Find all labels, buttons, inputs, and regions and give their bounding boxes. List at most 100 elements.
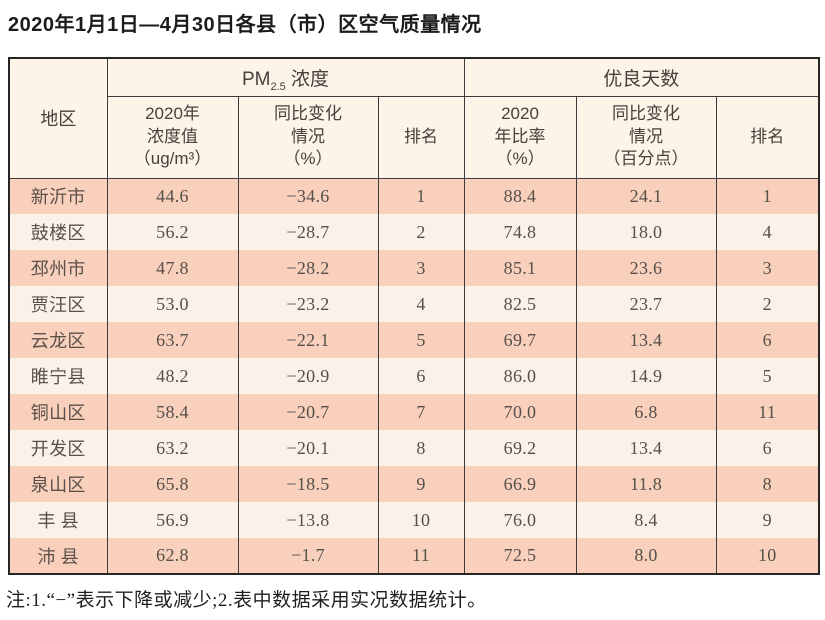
region-name: 鼓楼区 [8,214,108,250]
pm-change: −18.5 [237,466,379,502]
gd-change: 8.4 [575,502,717,538]
pm-rank: 8 [377,430,465,466]
pm-value: 44.6 [106,178,239,214]
gd-rate: 69.2 [463,430,577,466]
pm-value: 63.7 [106,322,239,358]
pm-value: 47.8 [106,250,239,286]
gd-change: 23.6 [575,250,717,286]
gd-rate: 85.1 [463,250,577,286]
gd-rate: 74.8 [463,214,577,250]
region-name: 新沂市 [8,178,108,214]
table-row: 鼓楼区 56.2 −28.7 2 74.8 18.0 4 [8,214,820,250]
gd-rate: 69.7 [463,322,577,358]
gd-rate: 82.5 [463,286,577,322]
gd-rank: 5 [715,358,820,394]
gd-change: 13.4 [575,322,717,358]
gd-rate: 88.4 [463,178,577,214]
col-header-pm-change: 同比变化 情况 （%） [237,96,379,179]
region-name: 开发区 [8,430,108,466]
region-name: 云龙区 [8,322,108,358]
pm-change: −23.2 [237,286,379,322]
pm-value: 63.2 [106,430,239,466]
table-row: 铜山区 58.4 −20.7 7 70.0 6.8 11 [8,394,820,430]
region-name: 睢宁县 [8,358,108,394]
gd-rank: 4 [715,214,820,250]
pm-rank: 6 [377,358,465,394]
table-row: 新沂市 44.6 −34.6 1 88.4 24.1 1 [8,178,820,214]
table-row: 邳州市 47.8 −28.2 3 85.1 23.6 3 [8,250,820,286]
pm-rank: 4 [377,286,465,322]
pm-rank: 9 [377,466,465,502]
region-name: 沛 县 [8,538,108,574]
header-sub-row: 2020年 浓度值 （ug/m³） 同比变化 情况 （%） 排名 2020 年比… [9,96,820,179]
pm-rank: 5 [377,322,465,358]
pm-change: −28.2 [237,250,379,286]
gd-rate: 70.0 [463,394,577,430]
table-row: 睢宁县 48.2 −20.9 6 86.0 14.9 5 [8,358,820,394]
pm-change: −28.7 [237,214,379,250]
air-quality-table: 地区 PM2.5 浓度 优良天数 2020年 浓度值 （ug/m³） 同比变化 … [8,57,821,575]
page-title: 2020年1月1日—4月30日各县（市）区空气质量情况 [8,14,482,36]
pm-change: −20.9 [237,358,379,394]
table-row: 云龙区 63.7 −22.1 5 69.7 13.4 6 [8,322,820,358]
region-name: 贾汪区 [8,286,108,322]
pm-value: 56.2 [106,214,239,250]
pm-rank: 3 [377,250,465,286]
gd-rank: 1 [715,178,820,214]
table-row: 贾汪区 53.0 −23.2 4 82.5 23.7 2 [8,286,820,322]
gd-change: 14.9 [575,358,717,394]
pm-value: 56.9 [106,502,239,538]
pm-rank: 11 [377,538,465,574]
pm-rank: 2 [377,214,465,250]
pm-value: 58.4 [106,394,239,430]
col-header-gd-rate: 2020 年比率 （%） [463,96,577,179]
table-row: 泉山区 65.8 −18.5 9 66.9 11.8 8 [8,466,820,502]
gd-rank: 2 [715,286,820,322]
footnote: 注:1.“−”表示下降或减少;2.表中数据采用实况数据统计。 [6,590,487,611]
gd-rate: 66.9 [463,466,577,502]
pm-change: −22.1 [237,322,379,358]
col-group-good-days: 优良天数 [463,58,820,97]
gd-rate: 86.0 [463,358,577,394]
col-header-gd-rank: 排名 [715,96,820,179]
gd-change: 24.1 [575,178,717,214]
region-name: 铜山区 [8,394,108,430]
pm-rank: 1 [377,178,465,214]
pm-change: −34.6 [237,178,379,214]
col-header-pm-value: 2020年 浓度值 （ug/m³） [106,96,239,179]
gd-rank: 11 [715,394,820,430]
col-header-region: 地区 [8,58,108,179]
gd-change: 6.8 [575,394,717,430]
pm-rank: 7 [377,394,465,430]
gd-rate: 72.5 [463,538,577,574]
table-header: 地区 PM2.5 浓度 优良天数 2020年 浓度值 （ug/m³） 同比变化 … [8,58,820,179]
gd-change: 18.0 [575,214,717,250]
region-name: 邳州市 [8,250,108,286]
gd-change: 13.4 [575,430,717,466]
pm-change: −20.1 [237,430,379,466]
pm-value: 53.0 [106,286,239,322]
region-name: 丰 县 [8,502,108,538]
table-row: 丰 县 56.9 −13.8 10 76.0 8.4 9 [8,502,820,538]
table-body: 新沂市 44.6 −34.6 1 88.4 24.1 1 鼓楼区 56.2 −2… [8,178,820,574]
pm-value: 65.8 [106,466,239,502]
gd-rank: 6 [715,430,820,466]
gd-change: 23.7 [575,286,717,322]
gd-rate: 76.0 [463,502,577,538]
col-header-pm-rank: 排名 [377,96,465,179]
pm-value: 62.8 [106,538,239,574]
pm-change: −20.7 [237,394,379,430]
pm25-label-suffix: 浓度 [285,68,330,90]
pm25-label-subscript: 2.5 [270,80,286,93]
table-row: 沛 县 62.8 −1.7 11 72.5 8.0 10 [8,538,820,574]
region-name: 泉山区 [8,466,108,502]
gd-rank: 8 [715,466,820,502]
table-row: 开发区 63.2 −20.1 8 69.2 13.4 6 [8,430,820,466]
pm-change: −1.7 [237,538,379,574]
gd-rank: 9 [715,502,820,538]
gd-rank: 3 [715,250,820,286]
gd-change: 11.8 [575,466,717,502]
gd-rank: 6 [715,322,820,358]
pm-value: 48.2 [106,358,239,394]
pm25-label-prefix: PM [241,68,271,90]
